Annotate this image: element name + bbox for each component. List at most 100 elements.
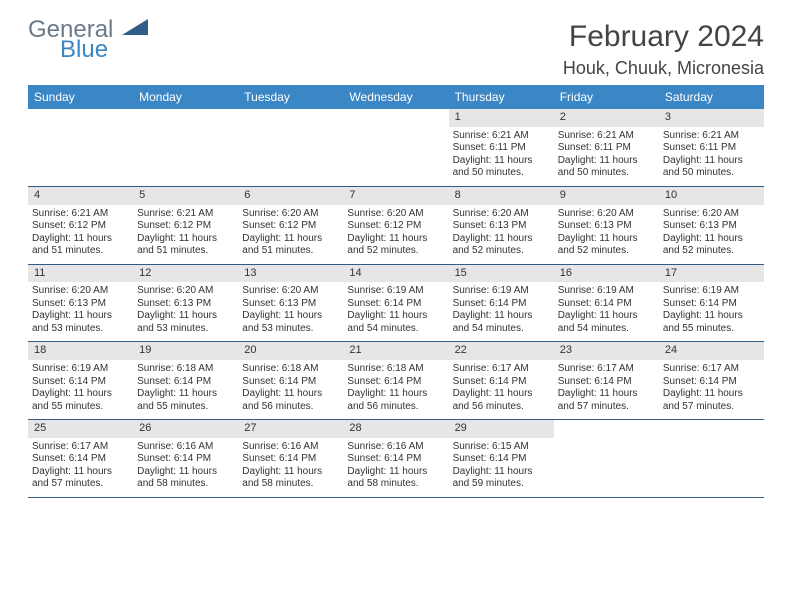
weekday-header: Friday (554, 85, 659, 109)
daylight-line: Daylight: 11 hours and 52 minutes. (347, 233, 444, 258)
sunset-line: Sunset: 6:12 PM (242, 220, 339, 233)
daylight-line: Daylight: 11 hours and 58 minutes. (347, 466, 444, 491)
empty-cell (343, 109, 448, 127)
day-number: 10 (659, 186, 764, 204)
day-details: Sunrise: 6:20 AMSunset: 6:13 PMDaylight:… (659, 205, 764, 265)
daynum-row: 18192021222324 (28, 342, 764, 360)
header: General Blue February 2024 Houk, Chuuk, … (28, 18, 764, 85)
sunrise-line: Sunrise: 6:18 AM (242, 363, 339, 376)
details-row: Sunrise: 6:17 AMSunset: 6:14 PMDaylight:… (28, 438, 764, 498)
sunrise-line: Sunrise: 6:18 AM (347, 363, 444, 376)
empty-cell (554, 438, 659, 498)
daynum-row: 45678910 (28, 186, 764, 204)
day-number: 22 (449, 342, 554, 360)
daylight-line: Daylight: 11 hours and 52 minutes. (663, 233, 760, 258)
sunset-line: Sunset: 6:13 PM (558, 220, 655, 233)
sunset-line: Sunset: 6:14 PM (137, 453, 234, 466)
sunrise-line: Sunrise: 6:19 AM (347, 285, 444, 298)
day-details: Sunrise: 6:21 AMSunset: 6:11 PMDaylight:… (449, 127, 554, 187)
weekday-header: Saturday (659, 85, 764, 109)
brand-text: General Blue (28, 18, 148, 62)
sunrise-line: Sunrise: 6:16 AM (242, 441, 339, 454)
sunset-line: Sunset: 6:11 PM (663, 142, 760, 155)
day-number: 1 (449, 109, 554, 127)
daylight-line: Daylight: 11 hours and 54 minutes. (453, 310, 550, 335)
sunset-line: Sunset: 6:14 PM (137, 376, 234, 389)
day-number: 5 (133, 186, 238, 204)
empty-cell (133, 127, 238, 187)
sunrise-line: Sunrise: 6:20 AM (242, 208, 339, 221)
sunrise-line: Sunrise: 6:20 AM (347, 208, 444, 221)
day-number: 21 (343, 342, 448, 360)
day-number: 17 (659, 264, 764, 282)
sunset-line: Sunset: 6:13 PM (663, 220, 760, 233)
daylight-line: Daylight: 11 hours and 57 minutes. (663, 388, 760, 413)
sunset-line: Sunset: 6:11 PM (453, 142, 550, 155)
sunset-line: Sunset: 6:14 PM (347, 376, 444, 389)
sunset-line: Sunset: 6:14 PM (32, 453, 129, 466)
daylight-line: Daylight: 11 hours and 53 minutes. (242, 310, 339, 335)
weekday-header: Sunday (28, 85, 133, 109)
empty-cell (28, 109, 133, 127)
details-row: Sunrise: 6:19 AMSunset: 6:14 PMDaylight:… (28, 360, 764, 420)
sunrise-line: Sunrise: 6:21 AM (663, 130, 760, 143)
day-details: Sunrise: 6:20 AMSunset: 6:13 PMDaylight:… (449, 205, 554, 265)
sunset-line: Sunset: 6:12 PM (347, 220, 444, 233)
day-details: Sunrise: 6:21 AMSunset: 6:11 PMDaylight:… (659, 127, 764, 187)
daylight-line: Daylight: 11 hours and 59 minutes. (453, 466, 550, 491)
daylight-line: Daylight: 11 hours and 50 minutes. (663, 155, 760, 180)
daylight-line: Daylight: 11 hours and 57 minutes. (558, 388, 655, 413)
sunrise-line: Sunrise: 6:21 AM (453, 130, 550, 143)
brand-blue: Blue (60, 38, 148, 62)
empty-cell (238, 109, 343, 127)
sunset-line: Sunset: 6:14 PM (663, 376, 760, 389)
day-details: Sunrise: 6:15 AMSunset: 6:14 PMDaylight:… (449, 438, 554, 498)
sunset-line: Sunset: 6:12 PM (32, 220, 129, 233)
calendar-page: General Blue February 2024 Houk, Chuuk, … (0, 0, 792, 508)
day-details: Sunrise: 6:19 AMSunset: 6:14 PMDaylight:… (554, 282, 659, 342)
daylight-line: Daylight: 11 hours and 58 minutes. (242, 466, 339, 491)
daylight-line: Daylight: 11 hours and 51 minutes. (137, 233, 234, 258)
daylight-line: Daylight: 11 hours and 53 minutes. (137, 310, 234, 335)
day-number: 11 (28, 264, 133, 282)
daylight-line: Daylight: 11 hours and 58 minutes. (137, 466, 234, 491)
sunset-line: Sunset: 6:13 PM (137, 298, 234, 311)
details-row: Sunrise: 6:21 AMSunset: 6:12 PMDaylight:… (28, 205, 764, 265)
day-number: 20 (238, 342, 343, 360)
day-details: Sunrise: 6:17 AMSunset: 6:14 PMDaylight:… (28, 438, 133, 498)
sunset-line: Sunset: 6:14 PM (453, 376, 550, 389)
sunset-line: Sunset: 6:14 PM (242, 376, 339, 389)
day-number: 24 (659, 342, 764, 360)
day-number: 9 (554, 186, 659, 204)
daynum-row: 123 (28, 109, 764, 127)
sunrise-line: Sunrise: 6:20 AM (32, 285, 129, 298)
day-details: Sunrise: 6:19 AMSunset: 6:14 PMDaylight:… (343, 282, 448, 342)
weekday-header: Wednesday (343, 85, 448, 109)
day-details: Sunrise: 6:20 AMSunset: 6:13 PMDaylight:… (133, 282, 238, 342)
empty-cell (554, 420, 659, 438)
day-number: 15 (449, 264, 554, 282)
day-number: 14 (343, 264, 448, 282)
day-number: 4 (28, 186, 133, 204)
sunset-line: Sunset: 6:14 PM (453, 298, 550, 311)
sunrise-line: Sunrise: 6:19 AM (663, 285, 760, 298)
empty-cell (133, 109, 238, 127)
daylight-line: Daylight: 11 hours and 53 minutes. (32, 310, 129, 335)
empty-cell (659, 438, 764, 498)
daylight-line: Daylight: 11 hours and 55 minutes. (663, 310, 760, 335)
daylight-line: Daylight: 11 hours and 50 minutes. (558, 155, 655, 180)
day-number: 19 (133, 342, 238, 360)
empty-cell (238, 127, 343, 187)
day-number: 6 (238, 186, 343, 204)
day-details: Sunrise: 6:20 AMSunset: 6:13 PMDaylight:… (238, 282, 343, 342)
day-details: Sunrise: 6:16 AMSunset: 6:14 PMDaylight:… (343, 438, 448, 498)
daylight-line: Daylight: 11 hours and 56 minutes. (347, 388, 444, 413)
sunrise-line: Sunrise: 6:19 AM (32, 363, 129, 376)
daylight-line: Daylight: 11 hours and 50 minutes. (453, 155, 550, 180)
day-number: 2 (554, 109, 659, 127)
day-details: Sunrise: 6:18 AMSunset: 6:14 PMDaylight:… (343, 360, 448, 420)
day-number: 13 (238, 264, 343, 282)
day-number: 12 (133, 264, 238, 282)
sunrise-line: Sunrise: 6:20 AM (558, 208, 655, 221)
sunrise-line: Sunrise: 6:15 AM (453, 441, 550, 454)
